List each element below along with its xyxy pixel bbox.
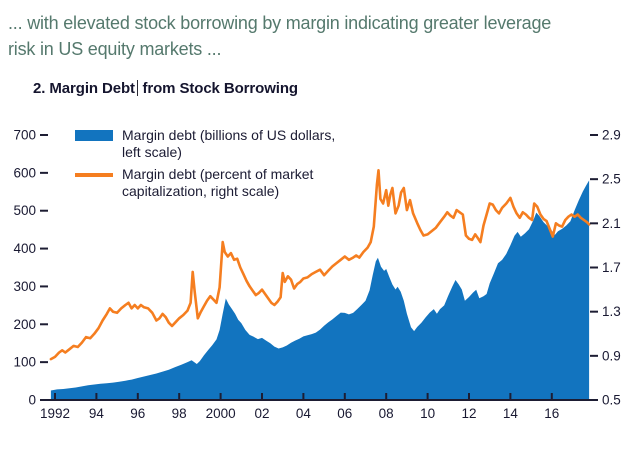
legend-label: Margin debt (percent of market capitaliz…	[122, 166, 314, 199]
y-left-tick-label-100: 100	[13, 355, 36, 370]
legend-swatch-margin-debt-line	[75, 173, 113, 177]
x-tick-label-14: 14	[503, 406, 519, 421]
legend-label: Margin debt (billions of US dollars, lef…	[122, 127, 336, 160]
chart-legend: Margin debt (billions of US dollars, lef…	[75, 127, 354, 205]
y-left-tick-label-500: 500	[13, 203, 36, 218]
y-left-tick-label-300: 300	[13, 279, 36, 294]
y-right-tick-label-2.9: 2.9	[602, 128, 621, 143]
legend-swatch-margin-debt-area	[75, 130, 113, 141]
chart-title-part2: from Stock Borrowing	[142, 80, 298, 97]
y-right-tick-label-0.5: 0.5	[602, 393, 621, 408]
figure-caption-line1: ... with elevated stock borrowing by mar…	[8, 13, 552, 33]
y-left-tick-label-200: 200	[13, 317, 36, 332]
y-right-tick-label-0.9: 0.9	[602, 348, 621, 363]
x-tick-label-08: 08	[379, 406, 394, 421]
y-left-tick-label-700: 700	[13, 128, 36, 143]
x-tick-label-98: 98	[172, 406, 187, 421]
x-tick-label-10: 10	[420, 406, 435, 421]
y-right-tick-label-2.5: 2.5	[602, 172, 621, 187]
x-tick-label-12: 12	[461, 406, 476, 421]
x-tick-label-96: 96	[130, 406, 145, 421]
margin-debt-percent-line-series	[49, 169, 591, 361]
text-caret	[136, 80, 139, 96]
y-right-tick-label-1.7: 1.7	[602, 260, 621, 275]
chart-title[interactable]: 2. Margin Debt from Stock Borrowing	[33, 80, 298, 97]
x-tick-label-02: 02	[254, 406, 269, 421]
figure-caption: ... with elevated stock borrowing by mar…	[8, 10, 636, 62]
x-tick-label-94: 94	[89, 406, 105, 421]
figure-caption-line2: risk in US equity markets ...	[8, 39, 222, 59]
y-left-tick-label-600: 600	[13, 165, 36, 180]
x-tick-label-16: 16	[544, 406, 559, 421]
legend-item-margin-debt-percent: Margin debt (percent of market capitaliz…	[75, 166, 354, 199]
legend-swatch-col	[75, 166, 113, 177]
legend-swatch-col	[75, 127, 113, 141]
x-tick-label-1992: 1992	[40, 406, 70, 421]
x-tick-label-04: 04	[296, 406, 312, 421]
y-right-tick-label-2.1: 2.1	[602, 216, 621, 231]
y-left-tick-label-400: 400	[13, 241, 36, 256]
margin-debt-area-series	[50, 180, 590, 400]
x-tick-label-06: 06	[337, 406, 352, 421]
x-tick-label-2000: 2000	[206, 406, 236, 421]
y-right-tick-label-1.3: 1.3	[602, 304, 621, 319]
y-left-tick-label-0: 0	[28, 393, 36, 408]
legend-item-margin-debt-billions: Margin debt (billions of US dollars, lef…	[75, 127, 354, 160]
chart-title-part1: 2. Margin Debt	[33, 80, 135, 97]
